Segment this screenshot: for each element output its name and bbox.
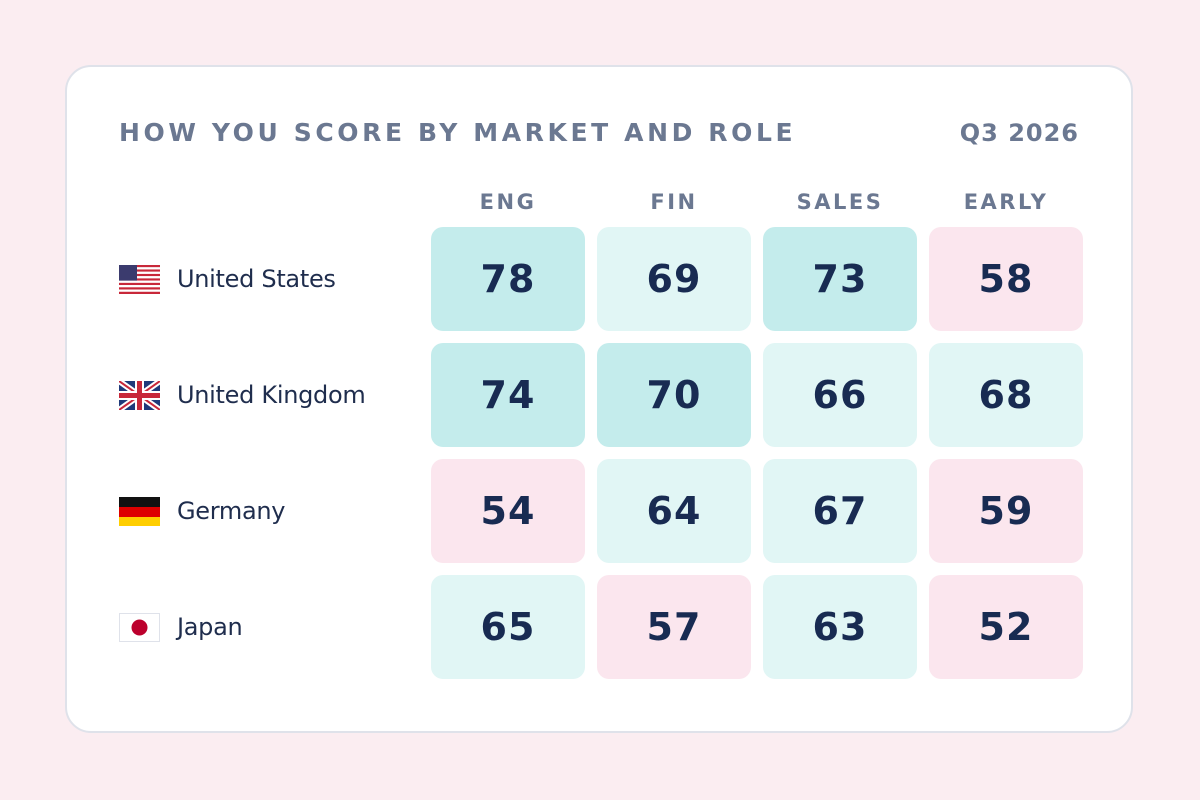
country-name: United Kingdom [177,381,366,409]
uk-flag-icon [119,380,160,410]
heatmap-cell: 66 [763,343,917,447]
country-name: Germany [177,497,286,525]
row-label: Germany [119,459,286,563]
column-header-eng: ENG [479,190,537,214]
country-name: Japan [177,613,243,641]
heatmap-cell: 70 [597,343,751,447]
period-label: Q3 2026 [959,119,1079,147]
heatmap-cell: 68 [929,343,1083,447]
heatmap-cell: 57 [597,575,751,679]
column-header-fin: FIN [650,190,698,214]
heatmap-cell: 64 [597,459,751,563]
country-name: United States [177,265,336,293]
heatmap-cell: 69 [597,227,751,331]
score-card: HOW YOU SCORE BY MARKET AND ROLE Q3 2026… [65,65,1133,733]
column-header-sales: SALES [796,190,884,214]
heatmap-cell: 78 [431,227,585,331]
heatmap-cell: 74 [431,343,585,447]
row-label: Japan [119,575,243,679]
chart-title: HOW YOU SCORE BY MARKET AND ROLE [119,118,797,147]
heatmap-cell: 59 [929,459,1083,563]
heatmap-cell: 65 [431,575,585,679]
heatmap-cell: 54 [431,459,585,563]
japan-flag-icon [119,612,160,642]
column-header-early: EARLY [963,190,1049,214]
row-label: United States [119,227,336,331]
germany-flag-icon [119,496,160,526]
row-label: United Kingdom [119,343,366,447]
heatmap-cell: 63 [763,575,917,679]
heatmap-cell: 67 [763,459,917,563]
us-flag-icon [119,264,160,294]
heatmap-cell: 58 [929,227,1083,331]
heatmap-cell: 52 [929,575,1083,679]
heatmap-cell: 73 [763,227,917,331]
